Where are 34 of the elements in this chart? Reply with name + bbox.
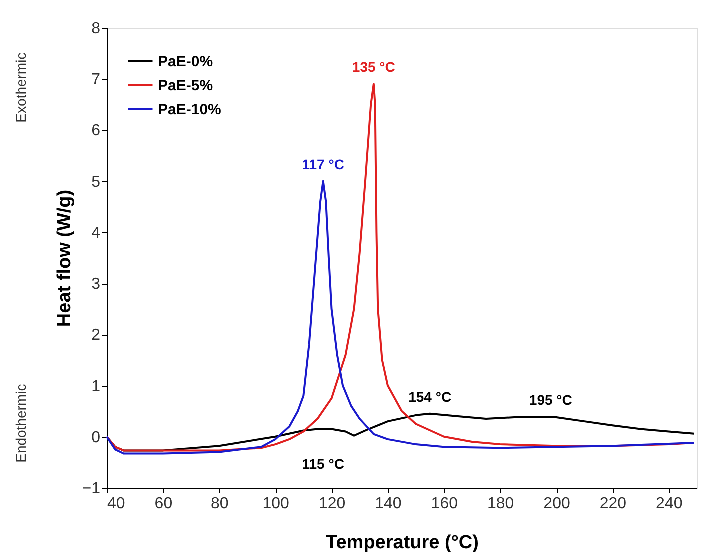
x-tick-label: 240	[656, 496, 683, 512]
y-tick-label: 4	[92, 224, 101, 242]
annotation: 135 °C	[352, 59, 396, 76]
x-tick-label: 180	[487, 496, 514, 512]
annotation: 195 °C	[529, 392, 572, 408]
x-tick-label: 220	[600, 496, 627, 512]
annotation: 115 °C	[302, 456, 344, 472]
x-axis-title: Temperature (°C)	[326, 532, 479, 554]
x-tick-label: 200	[544, 496, 570, 512]
text: Endothermic	[13, 384, 29, 463]
line-series	[106, 180, 696, 455]
y-tick-label: 7	[92, 72, 101, 89]
y-tick-label: −1	[82, 480, 101, 498]
legend-label: PaE-5%	[158, 78, 214, 94]
x-tick-label: 60	[154, 496, 173, 512]
x-tick-label: 80	[210, 496, 229, 512]
x-tick-label: 160	[431, 496, 458, 512]
y-axis-title: Heat flow (W/g)	[54, 190, 76, 328]
y-tick-label: 1	[92, 378, 101, 396]
y-tick-label: 3	[92, 276, 101, 294]
y-tick-label: 8	[92, 20, 101, 38]
x-tick-label: 120	[318, 496, 346, 512]
y-tick-label: 5	[92, 174, 101, 191]
legend-label: PaE-0%	[158, 54, 214, 70]
legend-label: PaE-10%	[158, 102, 222, 118]
x-tick-label: 40	[108, 496, 126, 512]
y-tick-label: 6	[92, 122, 101, 140]
text: Exothermic	[13, 52, 29, 123]
annotation: 117 °C	[302, 156, 344, 172]
y-tick-label: 2	[92, 327, 101, 344]
x-tick-label: 100	[262, 496, 290, 512]
annotation: 154 °C	[408, 388, 452, 405]
y-tick-label: 0	[92, 429, 101, 446]
x-tick-label: 140	[375, 496, 402, 512]
